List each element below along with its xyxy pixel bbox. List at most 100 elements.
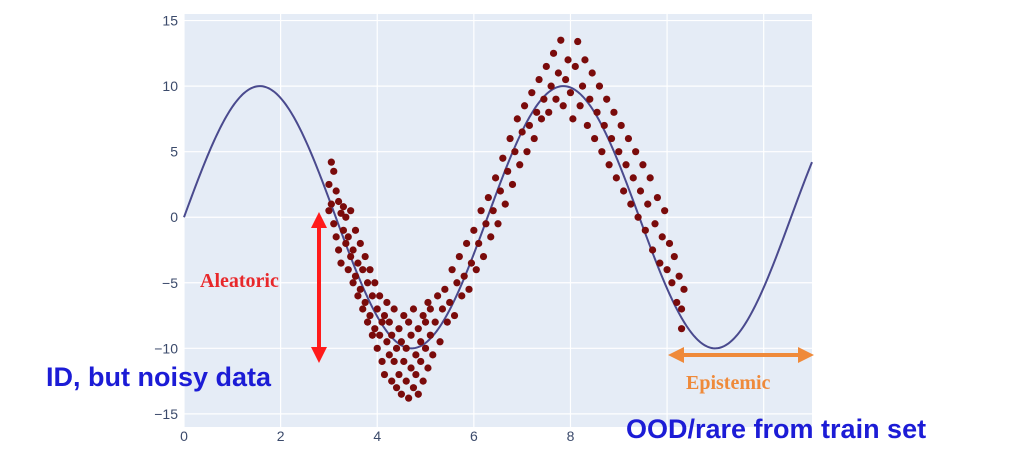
scatter-point (673, 298, 681, 307)
scatter-point (600, 121, 608, 130)
y-tick-label: 10 (162, 78, 178, 94)
scatter-point (506, 134, 514, 143)
scatter-point (677, 305, 686, 313)
scatter-point (429, 351, 437, 359)
scatter-point (624, 134, 633, 143)
scatter-point (349, 246, 357, 254)
scatter-point (598, 148, 606, 156)
scatter-point (542, 62, 550, 71)
scatter-point (636, 187, 645, 195)
y-tick-label: 5 (170, 144, 178, 160)
x-tick-label: 0 (180, 428, 188, 444)
scatter-point (552, 95, 560, 103)
scatter-point (385, 318, 393, 326)
scatter-point (661, 207, 669, 215)
scatter-point (354, 259, 362, 267)
scatter-point (453, 279, 461, 287)
scatter-point (583, 121, 591, 130)
epistemic-label: Epistemic (686, 372, 771, 394)
scatter-point (330, 167, 338, 175)
scatter-point (656, 259, 664, 267)
scatter-point (641, 226, 649, 234)
scatter-point (501, 200, 509, 208)
scatter-point (409, 305, 418, 313)
scatter-point (373, 344, 381, 352)
scatter-point (402, 344, 410, 352)
scatter-point (361, 298, 369, 307)
scatter-point (545, 108, 553, 116)
scatter-point (530, 134, 538, 143)
scatter-point (467, 259, 476, 267)
scatter-point (670, 252, 678, 261)
scatter-point (658, 233, 666, 241)
scatter-point (443, 318, 451, 326)
scatter-point (400, 357, 408, 366)
scatter-point (405, 394, 413, 402)
scatter-point (419, 311, 427, 320)
scatter-point (460, 272, 468, 280)
scatter-point (405, 318, 413, 326)
scatter-point (361, 252, 369, 261)
scatter-point (680, 285, 688, 293)
scatter-point (325, 207, 333, 215)
scatter-point (332, 187, 340, 195)
scatter-point (494, 220, 502, 228)
scatter-point (651, 220, 659, 228)
scatter-point (388, 331, 396, 339)
scatter-point (356, 285, 364, 293)
scatter-point (327, 200, 335, 208)
scatter-point (458, 292, 466, 300)
scatter-point (508, 180, 517, 189)
scatter-point (629, 174, 637, 182)
scatter-point (644, 200, 652, 208)
scatter-point (446, 298, 454, 307)
scatter-points-layer (325, 36, 688, 402)
scatter-point (368, 331, 376, 339)
scatter-point (339, 226, 348, 234)
scatter-point (395, 370, 403, 379)
scatter-point (576, 102, 584, 110)
scatter-point (639, 161, 647, 169)
scatter-point (612, 174, 620, 182)
scatter-point (342, 239, 350, 248)
scatter-point (450, 311, 459, 320)
y-tick-label: −10 (154, 340, 178, 356)
scatter-point (588, 69, 596, 77)
scatter-point (496, 187, 505, 195)
scatter-point (378, 357, 386, 366)
scatter-point (489, 207, 497, 215)
scatter-point (407, 331, 415, 339)
scatter-point (646, 174, 654, 182)
scatter-point (578, 82, 587, 90)
scatter-point (581, 56, 589, 64)
scatter-point (634, 213, 642, 221)
scatter-point (366, 311, 374, 320)
scatter-point (663, 266, 671, 274)
x-tick-label: 2 (277, 428, 285, 444)
scatter-point (431, 318, 439, 326)
scatter-point (499, 154, 507, 162)
scatter-point (371, 325, 379, 333)
scatter-point (615, 148, 623, 156)
scatter-point (595, 82, 604, 90)
scatter-point (593, 108, 601, 116)
scatter-point (412, 370, 420, 379)
scatter-point (424, 364, 432, 372)
scatter-point (334, 246, 343, 254)
scatter-point (622, 161, 630, 169)
y-tick-label: −5 (162, 275, 178, 291)
scatter-point (677, 325, 686, 333)
scatter-point (554, 69, 562, 77)
scatter-point (373, 305, 381, 313)
scatter-point (586, 95, 594, 103)
scatter-point (564, 56, 572, 64)
scatter-point (376, 292, 384, 300)
scatter-point (380, 370, 389, 379)
scatter-point (395, 325, 403, 333)
scatter-point (559, 102, 567, 110)
scatter-point (605, 161, 613, 169)
x-tick-label: 6 (470, 428, 478, 444)
tick-labels: 0 2 4 6 8 15 10 5 0 −5 −10 −15 (154, 13, 574, 444)
scatter-point (479, 252, 488, 261)
